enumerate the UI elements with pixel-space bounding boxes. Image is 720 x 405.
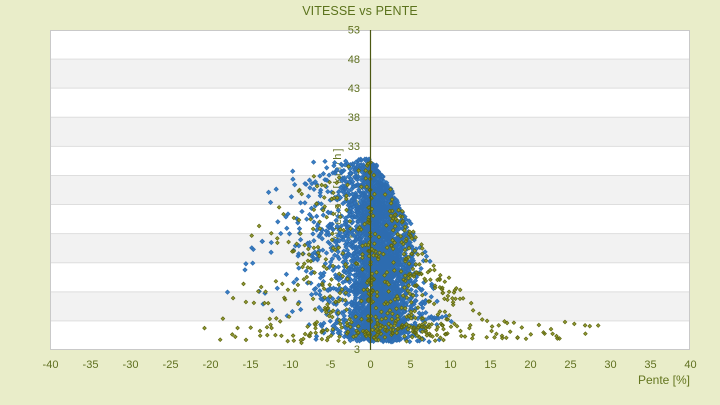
y-tick-label: 48 [348,54,360,66]
x-tick-label: 35 [644,359,656,371]
x-tick-label: 5 [407,359,413,371]
x-tick-label: 0 [367,359,373,371]
x-tick-label: -10 [283,359,299,371]
y-tick-label: 43 [348,83,360,95]
y-tick-label: 38 [348,112,360,124]
x-tick-label: -25 [163,359,179,371]
y-tick-label: 33 [348,141,360,153]
x-tick-label: -30 [123,359,139,371]
x-tick-label: -15 [243,359,259,371]
x-tick-label: 25 [564,359,576,371]
x-tick-label: 30 [604,359,616,371]
chart-title: VITESSE vs PENTE [302,4,418,18]
x-tick-label: -20 [203,359,219,371]
x-tick-label: 15 [484,359,496,371]
x-tick-label: 40 [684,359,696,371]
y-tick-label: 3 [354,344,360,356]
y-tick-label: 53 [348,25,360,37]
x-axis-title: Pente [%] [637,373,690,387]
x-tick-label: -5 [326,359,336,371]
x-tick-label: -35 [83,359,99,371]
x-tick-label: 10 [444,359,456,371]
x-tick-label: 20 [524,359,536,371]
x-tick-label: -40 [43,359,59,371]
